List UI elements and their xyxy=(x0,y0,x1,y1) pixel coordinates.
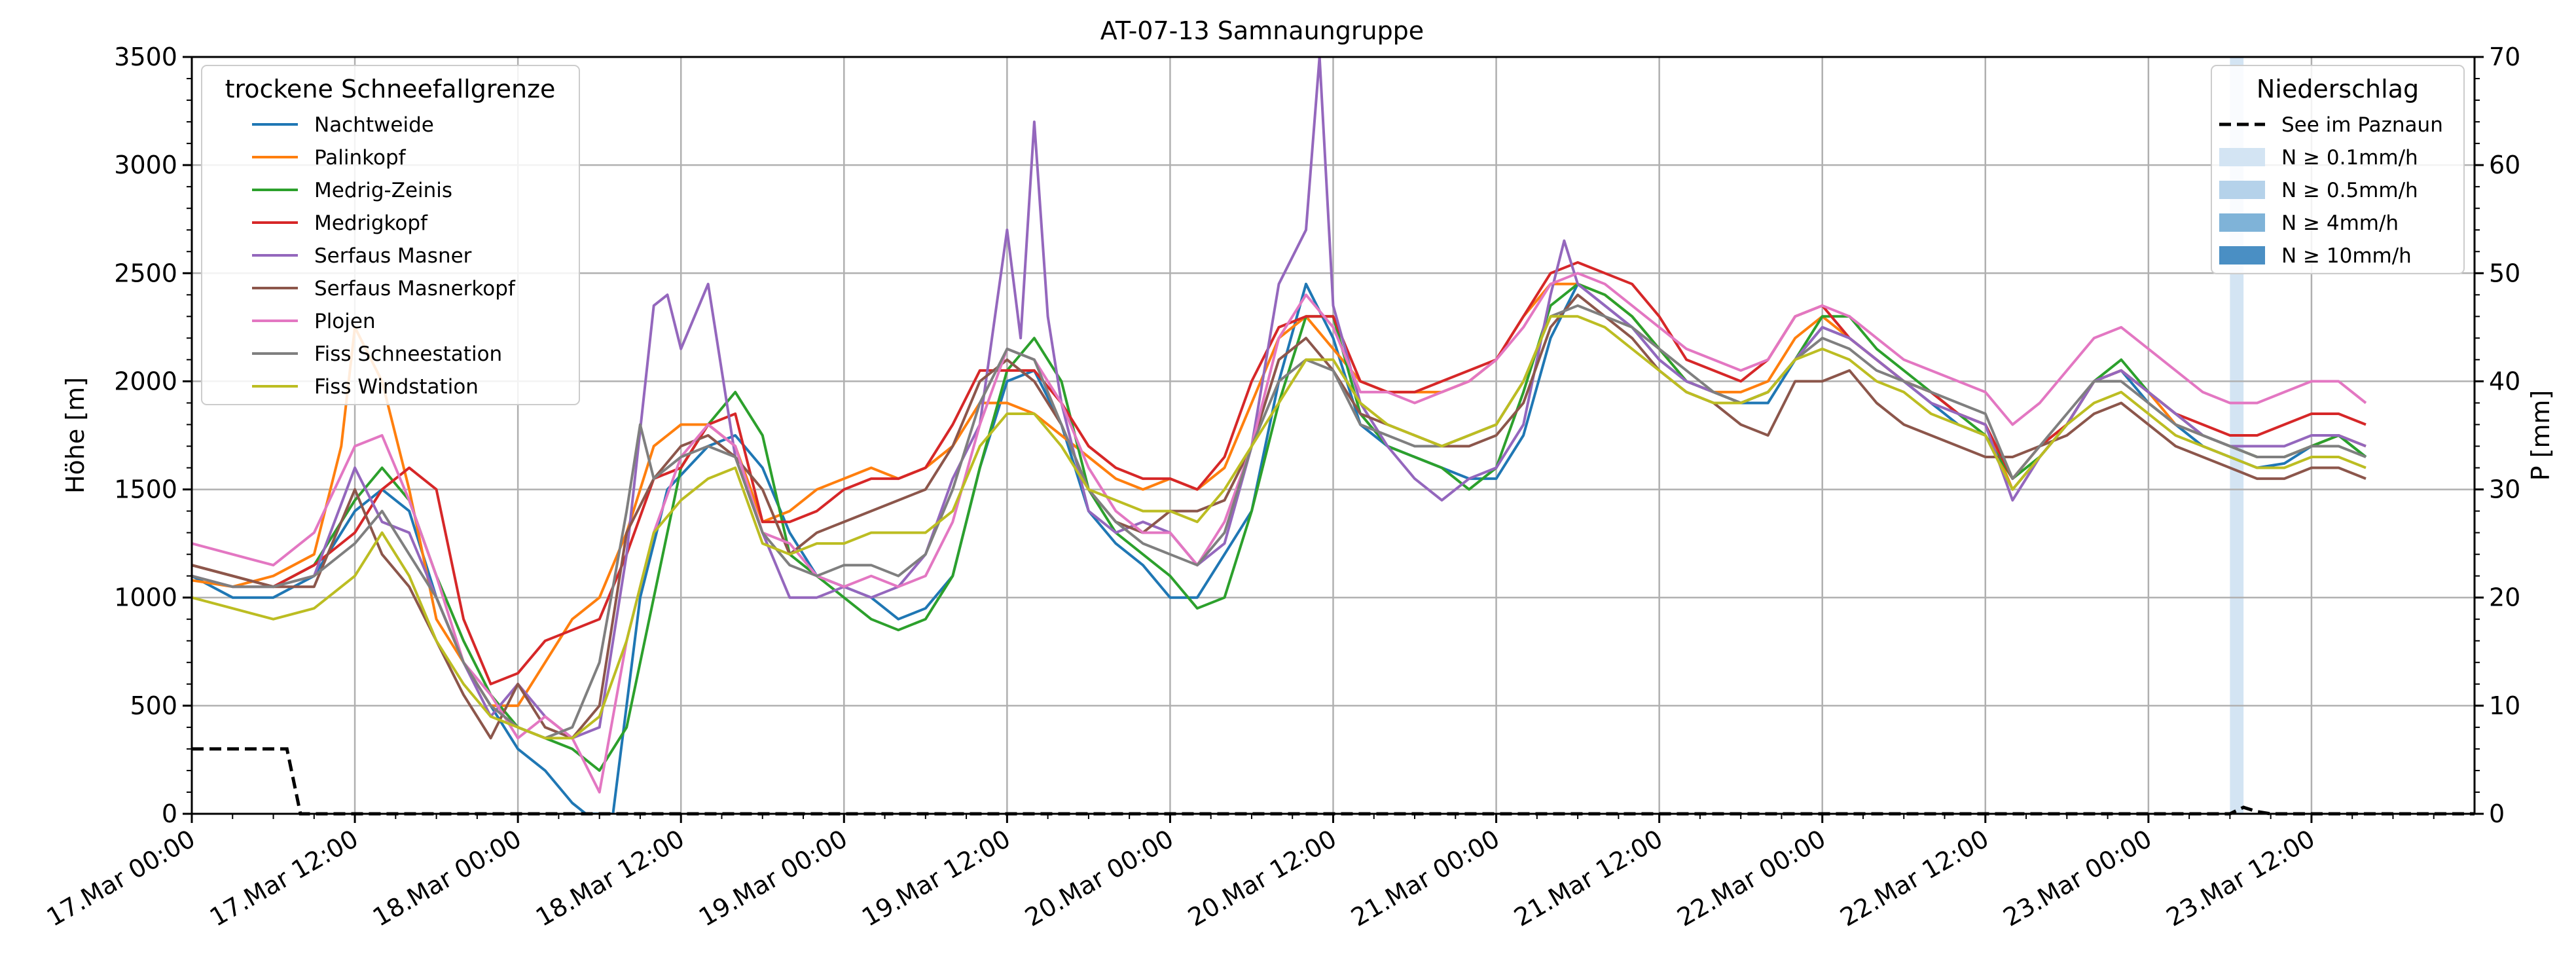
legend-swatch xyxy=(2219,213,2265,232)
legend-right-title: Niederschlag xyxy=(2257,75,2419,103)
x-tick-label: 17.Mar 12:00 xyxy=(205,824,363,932)
legend-label: N ≥ 4mm/h xyxy=(2281,211,2399,235)
x-tick-label: 21.Mar 12:00 xyxy=(1509,824,1667,932)
y-tick-label-right: 60 xyxy=(2489,151,2520,179)
legend-label: N ≥ 0.1mm/h xyxy=(2281,146,2418,170)
x-tick-label: 22.Mar 12:00 xyxy=(1836,824,1994,932)
legend-label: N ≥ 10mm/h xyxy=(2281,244,2412,268)
x-tick-label: 21.Mar 00:00 xyxy=(1346,824,1504,932)
y-axis-label-left: Höhe [m] xyxy=(61,377,90,494)
data-series xyxy=(192,57,2367,814)
legend-label: Serfaus Masnerkopf xyxy=(314,277,516,301)
legend-swatch xyxy=(2219,181,2265,199)
legend-label: Palinkopf xyxy=(314,146,407,170)
x-tick-label: 18.Mar 00:00 xyxy=(368,824,526,932)
y-tick-label-right: 0 xyxy=(2489,799,2505,828)
series-line-fiss-windstation xyxy=(192,315,2367,740)
legend-label: Medrig-Zeinis xyxy=(314,179,452,202)
y-tick-label-right: 30 xyxy=(2489,475,2520,504)
legend-left-title: trockene Schneefallgrenze xyxy=(225,75,556,103)
y-tick-label-right: 20 xyxy=(2489,583,2520,612)
x-tick-label: 19.Mar 00:00 xyxy=(694,824,852,932)
series-line-serfaus-masner xyxy=(192,57,2367,740)
legend-right: Niederschlag See im Paznaun N ≥ 0.1mm/h N … xyxy=(2211,65,2465,274)
y-tick-label-left: 0 xyxy=(162,799,177,828)
y-axis-left: 0 500 1000 1500 2000 2500 3000 3500 xyxy=(114,43,192,828)
legend-swatch xyxy=(2219,148,2265,166)
y-tick-label-left: 3500 xyxy=(114,43,177,71)
x-axis: 17.Mar 00:00 17.Mar 12:00 18.Mar 00:00 18.M… xyxy=(42,814,2435,932)
series-line-fiss-schneestation xyxy=(192,304,2367,740)
legend-label: See im Paznaun xyxy=(2281,113,2443,137)
y-tick-label-right: 10 xyxy=(2489,691,2520,720)
legend-label: Medrigkopf xyxy=(314,211,428,235)
x-tick-label: 18.Mar 12:00 xyxy=(531,824,689,932)
y-axis-label-right: P [mm] xyxy=(2526,390,2555,481)
y-tick-label-left: 1500 xyxy=(114,475,177,504)
y-tick-label-right: 50 xyxy=(2489,259,2520,287)
legend-right-box xyxy=(2211,65,2465,274)
y-axis-right: 0 10 20 30 40 50 60 70 xyxy=(2475,43,2520,828)
y-tick-label-left: 2500 xyxy=(114,259,177,287)
legend-label: Serfaus Masner xyxy=(314,244,472,268)
chart-title: AT-07-13 Samnaungruppe xyxy=(1100,16,1424,45)
x-tick-label: 22.Mar 00:00 xyxy=(1672,824,1830,932)
y-tick-label-right: 70 xyxy=(2489,43,2520,71)
y-tick-label-left: 1000 xyxy=(114,583,177,612)
x-tick-label: 23.Mar 12:00 xyxy=(2162,824,2320,932)
y-tick-label-left: 2000 xyxy=(114,367,177,395)
x-tick-label: 20.Mar 12:00 xyxy=(1183,824,1341,932)
y-tick-label-right: 40 xyxy=(2489,367,2520,395)
y-tick-label-left: 500 xyxy=(130,691,177,720)
legend-label: N ≥ 0.5mm/h xyxy=(2281,179,2418,202)
legend-swatch xyxy=(2219,246,2265,265)
legend-label: Fiss Schneestation xyxy=(314,342,502,366)
x-tick-label: 17.Mar 00:00 xyxy=(42,824,200,932)
legend-left: trockene Schneefallgrenze Nachtweide Pali… xyxy=(201,65,580,405)
legend-label: Plojen xyxy=(314,310,376,333)
x-tick-label: 23.Mar 00:00 xyxy=(1999,824,2157,932)
legend-label: Fiss Windstation xyxy=(314,375,479,399)
legend-label: Nachtweide xyxy=(314,113,434,137)
series-line-serfaus-masnerkopf xyxy=(192,293,2367,740)
series-line-plojen xyxy=(192,272,2367,794)
x-tick-label: 19.Mar 12:00 xyxy=(857,824,1015,932)
x-tick-label: 20.Mar 00:00 xyxy=(1020,824,1178,932)
y-tick-label-left: 3000 xyxy=(114,151,177,179)
